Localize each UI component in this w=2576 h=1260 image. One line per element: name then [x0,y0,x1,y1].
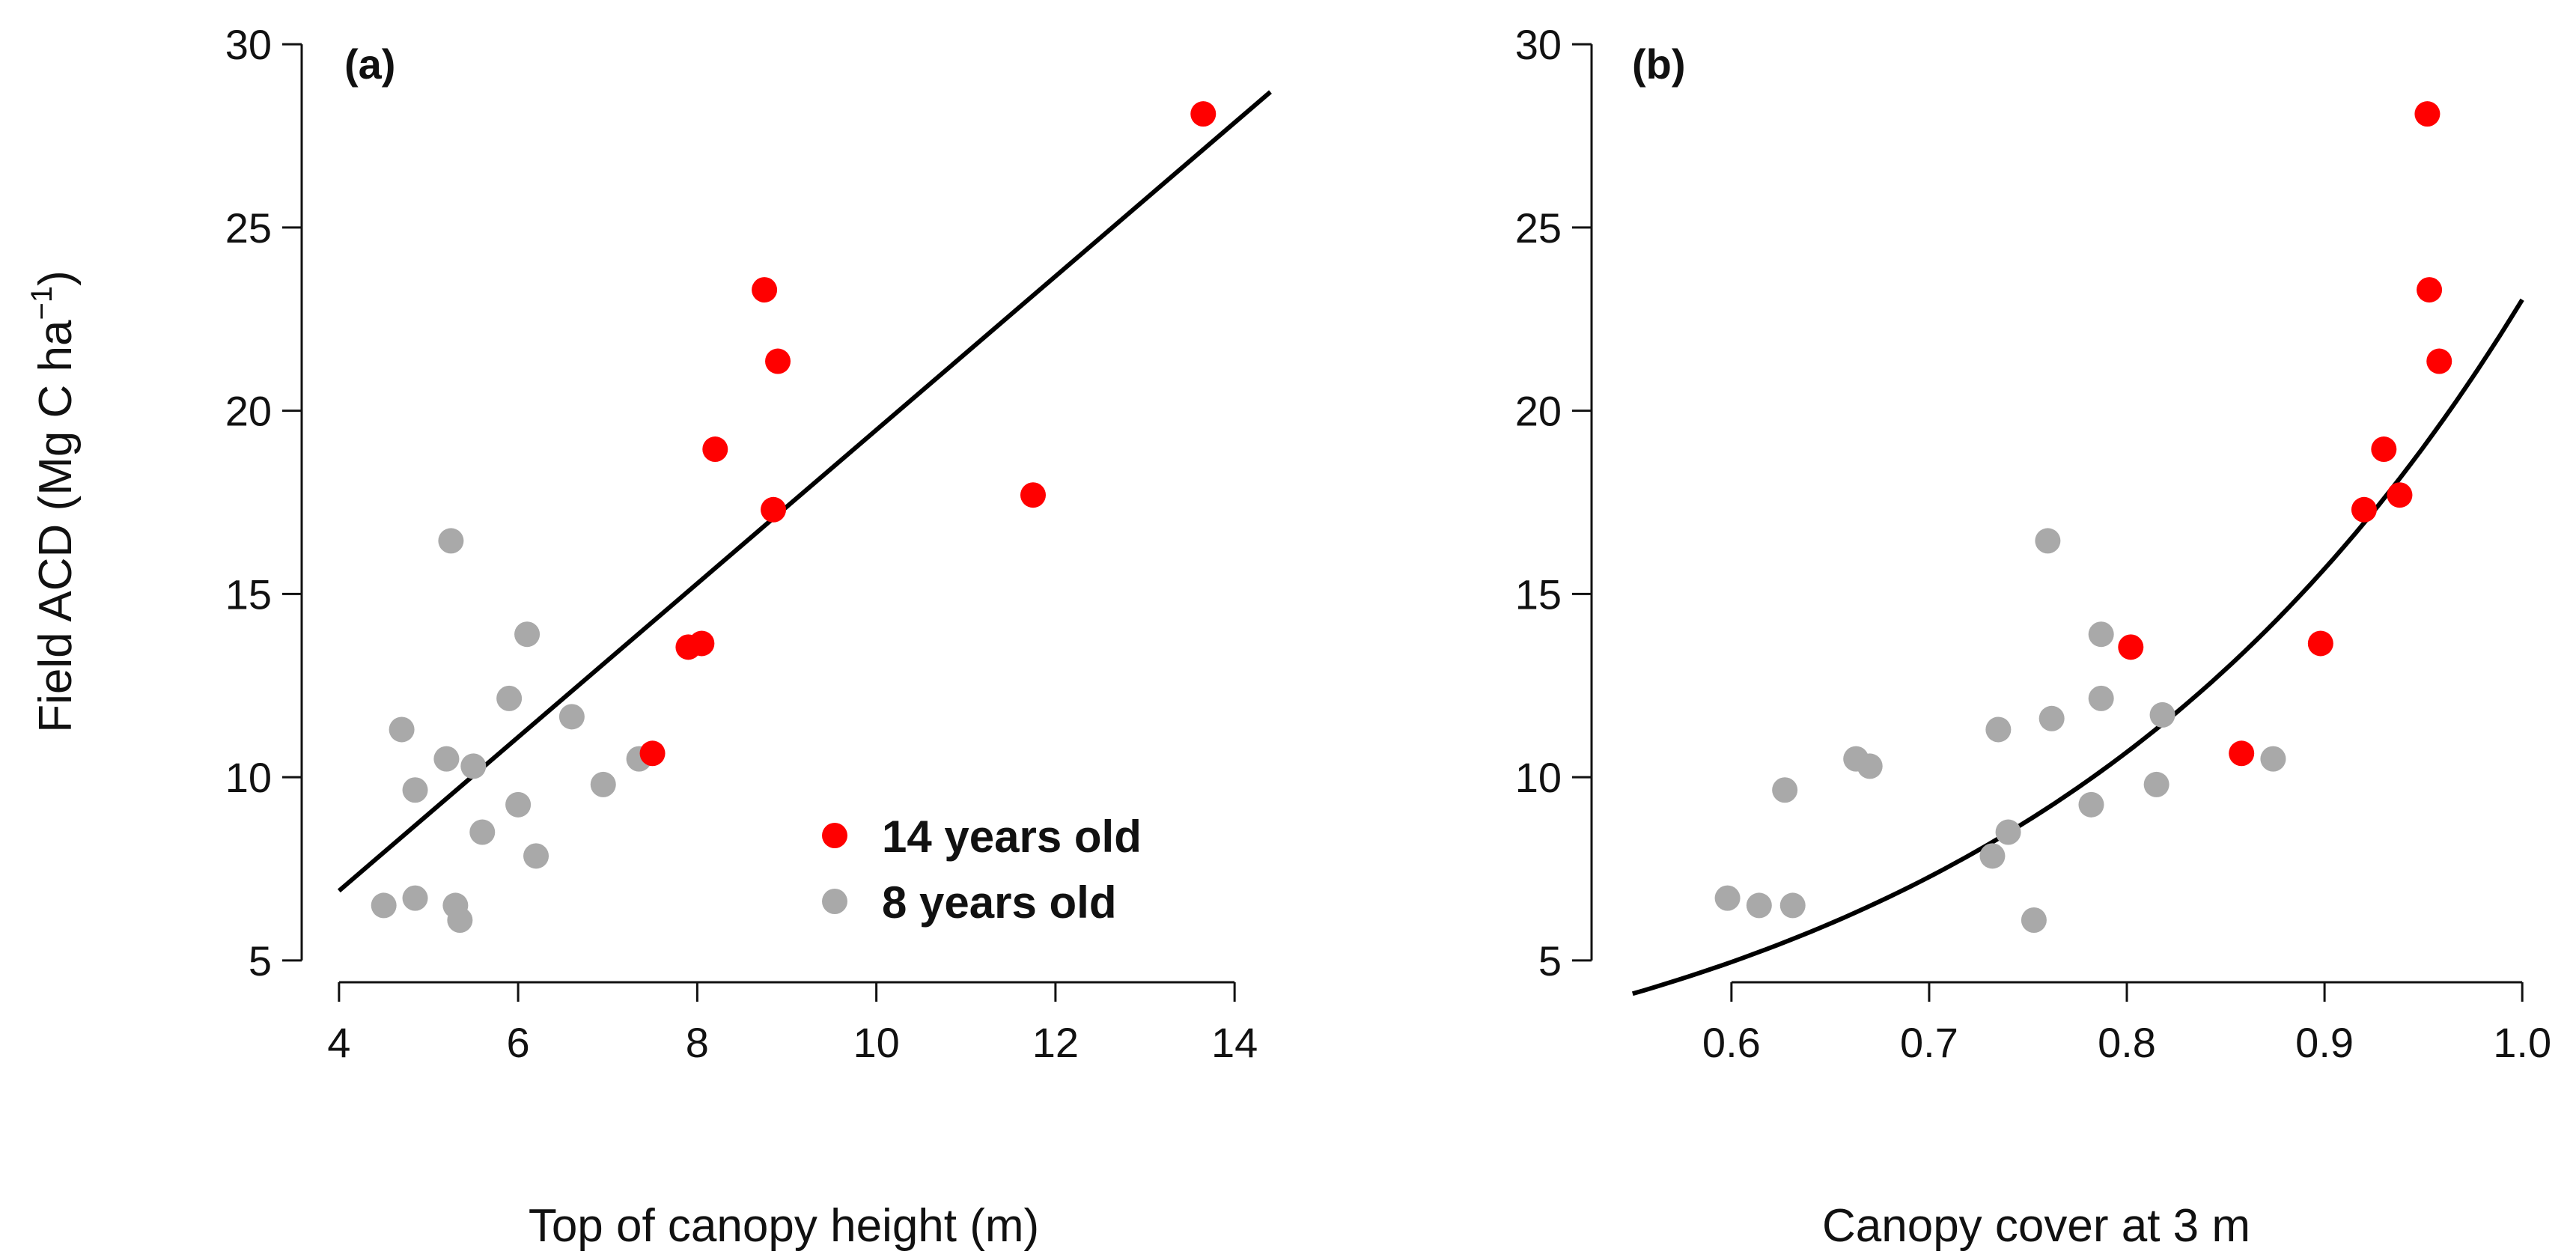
panel-a-x-tick-label: 12 [1032,1019,1079,1066]
panel-a-label: (a) [344,40,395,88]
point-8-years [1772,777,1798,803]
panel-b-y-tick-label: 30 [1515,21,1562,68]
point-8-years [460,753,487,779]
point-14-years [639,740,666,767]
legend-label-8-years: 8 years old [882,877,1117,928]
point-8-years [1985,716,2012,743]
point-8-years [514,621,541,648]
point-8-years [2088,685,2114,711]
point-8-years [2149,701,2175,728]
panel-a-y-tick-label: 10 [225,754,272,801]
point-8-years [447,907,473,933]
point-8-years [2038,705,2065,731]
panel-b-x-tick-label: 0.9 [2295,1019,2354,1066]
panel-a-x-tick-label: 14 [1211,1019,1258,1066]
point-8-years [2035,528,2061,554]
panel-b-y-tick-label: 15 [1515,570,1562,618]
panel-b-y-tick-label: 20 [1515,388,1562,435]
point-8-years [438,528,464,554]
y-axis-title-superscript: −1 [25,286,58,320]
point-8-years [558,704,585,730]
panel-a-x-tick-label: 8 [686,1019,709,1066]
point-8-years [433,746,460,772]
point-8-years [389,716,415,743]
panel-b-fit-line [1631,298,2524,996]
panel-b-x-tick-label: 1.0 [2493,1019,2551,1066]
point-8-years [496,685,523,711]
point-8-years [523,843,549,869]
panel-b-x-axis-title: Canopy cover at 3 m [1822,1200,2250,1252]
point-8-years [1857,753,1883,779]
panel-a-axes: 5 10 15 20 25 30 4 6 8 10 12 14 [225,21,1258,1066]
point-8-years [590,771,616,797]
y-axis-title-close: ) [30,270,82,286]
legend-marker-14-years [822,823,847,848]
point-8-years [505,791,532,818]
y-axis-title-text: Field ACD (Mg C ha−1) [25,270,82,733]
panel-b-y-tick-label: 10 [1515,754,1562,801]
point-8-years [371,892,397,919]
point-14-years [2417,277,2443,303]
panel-a: (a) Field ACD (Mg C ha−1) Top of canopy … [25,21,1272,1252]
panel-a-fit-line [337,90,1272,893]
point-14-years [1020,482,1046,508]
point-14-years [2229,740,2255,767]
legend-label-14-years: 14 years old [882,812,1142,862]
point-8-years [2143,771,2169,797]
panel-b-axes: 5 10 15 20 25 30 0.6 0.7 0.8 0.9 1.0 [1515,21,2551,1066]
panel-a-y-tick-label: 20 [225,388,272,435]
panel-b-label: (b) [1632,40,1686,88]
panel-b-y-tick-label: 5 [1538,937,1562,984]
point-14-years [2371,436,2397,463]
panel-b-x-tick-label: 0.8 [2098,1019,2156,1066]
panel-a-fit [337,90,1272,893]
point-8-years [2088,621,2114,648]
panel-a-y-tick-label: 5 [249,937,272,984]
point-14-years [2118,634,2144,660]
point-14-years [2351,496,2377,523]
point-14-years [2414,101,2440,127]
point-14-years [1190,101,1217,127]
panel-a-y-tick-label: 25 [225,204,272,252]
legend-marker-8-years [822,889,847,914]
panel-b-y-tick-label: 25 [1515,204,1562,252]
panel-b: (b) Canopy cover at 3 m 5 10 15 20 25 30 0.6 0.… [1515,21,2551,1252]
point-8-years [402,777,428,803]
point-8-years [402,885,428,911]
panel-b-x-tick-label: 0.6 [1702,1019,1761,1066]
panel-b-points [1714,101,2452,933]
point-14-years [2426,348,2452,374]
panel-b-x-tick-label: 0.7 [1900,1019,1958,1066]
y-axis-title-main: Field ACD (Mg C ha [30,320,82,733]
point-8-years [2260,746,2286,772]
point-8-years [1779,892,1806,919]
point-8-years [469,819,496,845]
panel-a-x-axis-title: Top of canopy height (m) [529,1200,1039,1252]
point-8-years [1995,819,2021,845]
panel-a-x-tick-label: 10 [853,1019,899,1066]
point-8-years [2078,791,2104,818]
panel-a-points [371,101,1217,933]
panel-a-x-tick-label: 4 [327,1019,350,1066]
panel-b-fit [1631,298,2524,996]
point-14-years [752,277,778,303]
y-axis-title: Field ACD (Mg C ha−1) [25,270,82,733]
point-14-years [2307,630,2333,657]
legend: 14 years old 8 years old [822,812,1142,928]
point-14-years [765,348,791,374]
point-8-years [1746,892,1772,919]
point-14-years [702,436,728,463]
panel-a-x-tick-label: 6 [507,1019,530,1066]
panel-a-y-tick-label: 15 [225,570,272,618]
point-14-years [2387,482,2413,508]
point-14-years [689,630,715,657]
point-14-years [761,496,787,523]
point-8-years [1714,885,1741,911]
point-8-years [1979,843,2006,869]
panel-a-y-tick-label: 30 [225,21,272,68]
point-8-years [2021,907,2047,933]
